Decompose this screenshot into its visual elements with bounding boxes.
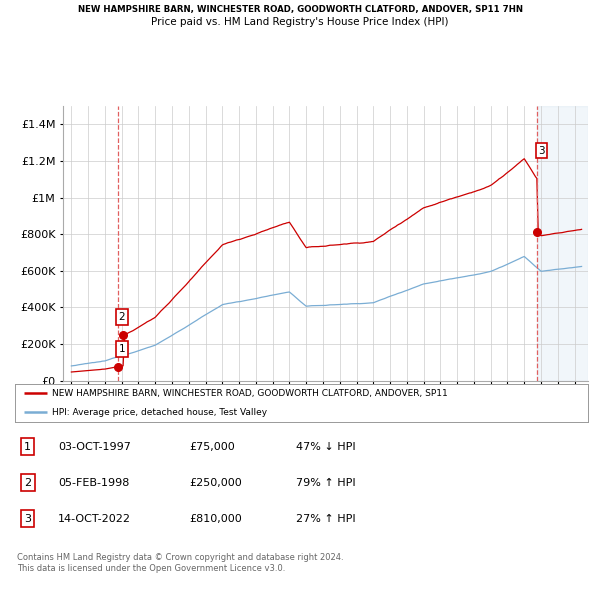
Text: 1: 1 bbox=[24, 442, 31, 451]
Text: NEW HAMPSHIRE BARN, WINCHESTER ROAD, GOODWORTH CLATFORD, ANDOVER, SP11 7HN: NEW HAMPSHIRE BARN, WINCHESTER ROAD, GOO… bbox=[77, 5, 523, 14]
Text: 2: 2 bbox=[24, 478, 31, 488]
Text: 3: 3 bbox=[538, 146, 545, 156]
Bar bbox=[538, 106, 588, 381]
Text: 3: 3 bbox=[24, 514, 31, 524]
Text: 1: 1 bbox=[118, 344, 125, 354]
Text: 47% ↓ HPI: 47% ↓ HPI bbox=[296, 442, 355, 451]
Text: Contains HM Land Registry data © Crown copyright and database right 2024.
This d: Contains HM Land Registry data © Crown c… bbox=[17, 553, 343, 573]
Text: HPI: Average price, detached house, Test Valley: HPI: Average price, detached house, Test… bbox=[52, 408, 268, 417]
Text: 27% ↑ HPI: 27% ↑ HPI bbox=[296, 514, 355, 524]
Text: £75,000: £75,000 bbox=[190, 442, 236, 451]
Text: 05-FEB-1998: 05-FEB-1998 bbox=[58, 478, 130, 488]
Text: NEW HAMPSHIRE BARN, WINCHESTER ROAD, GOODWORTH CLATFORD, ANDOVER, SP11: NEW HAMPSHIRE BARN, WINCHESTER ROAD, GOO… bbox=[52, 389, 448, 398]
Text: 79% ↑ HPI: 79% ↑ HPI bbox=[296, 478, 355, 488]
Text: £250,000: £250,000 bbox=[190, 478, 242, 488]
Text: 2: 2 bbox=[118, 312, 125, 322]
Text: Price paid vs. HM Land Registry's House Price Index (HPI): Price paid vs. HM Land Registry's House … bbox=[151, 17, 449, 27]
Text: 14-OCT-2022: 14-OCT-2022 bbox=[58, 514, 131, 524]
Text: 03-OCT-1997: 03-OCT-1997 bbox=[58, 442, 131, 451]
Text: £810,000: £810,000 bbox=[190, 514, 242, 524]
